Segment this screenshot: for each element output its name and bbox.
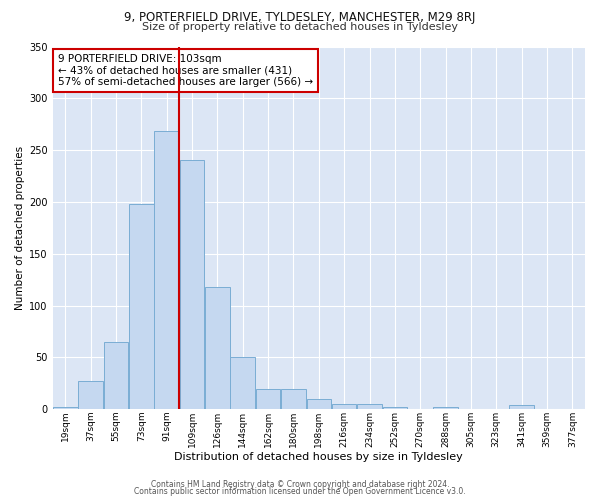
Bar bbox=[205, 287, 230, 409]
Bar bbox=[256, 390, 280, 409]
X-axis label: Distribution of detached houses by size in Tyldesley: Distribution of detached houses by size … bbox=[175, 452, 463, 462]
Bar bbox=[129, 204, 154, 409]
Bar bbox=[332, 404, 356, 409]
Bar bbox=[79, 381, 103, 409]
Text: 9, PORTERFIELD DRIVE, TYLDESLEY, MANCHESTER, M29 8RJ: 9, PORTERFIELD DRIVE, TYLDESLEY, MANCHES… bbox=[124, 11, 476, 24]
Bar bbox=[383, 407, 407, 409]
Bar bbox=[307, 399, 331, 409]
Bar bbox=[433, 407, 458, 409]
Text: Contains public sector information licensed under the Open Government Licence v3: Contains public sector information licen… bbox=[134, 488, 466, 496]
Text: Contains HM Land Registry data © Crown copyright and database right 2024.: Contains HM Land Registry data © Crown c… bbox=[151, 480, 449, 489]
Bar bbox=[180, 160, 205, 409]
Bar bbox=[281, 390, 306, 409]
Y-axis label: Number of detached properties: Number of detached properties bbox=[15, 146, 25, 310]
Text: Size of property relative to detached houses in Tyldesley: Size of property relative to detached ho… bbox=[142, 22, 458, 32]
Bar bbox=[53, 407, 77, 409]
Bar bbox=[104, 342, 128, 409]
Bar bbox=[230, 358, 255, 409]
Bar bbox=[509, 405, 534, 409]
Bar bbox=[357, 404, 382, 409]
Bar bbox=[154, 132, 179, 409]
Text: 9 PORTERFIELD DRIVE: 103sqm
← 43% of detached houses are smaller (431)
57% of se: 9 PORTERFIELD DRIVE: 103sqm ← 43% of det… bbox=[58, 54, 313, 87]
